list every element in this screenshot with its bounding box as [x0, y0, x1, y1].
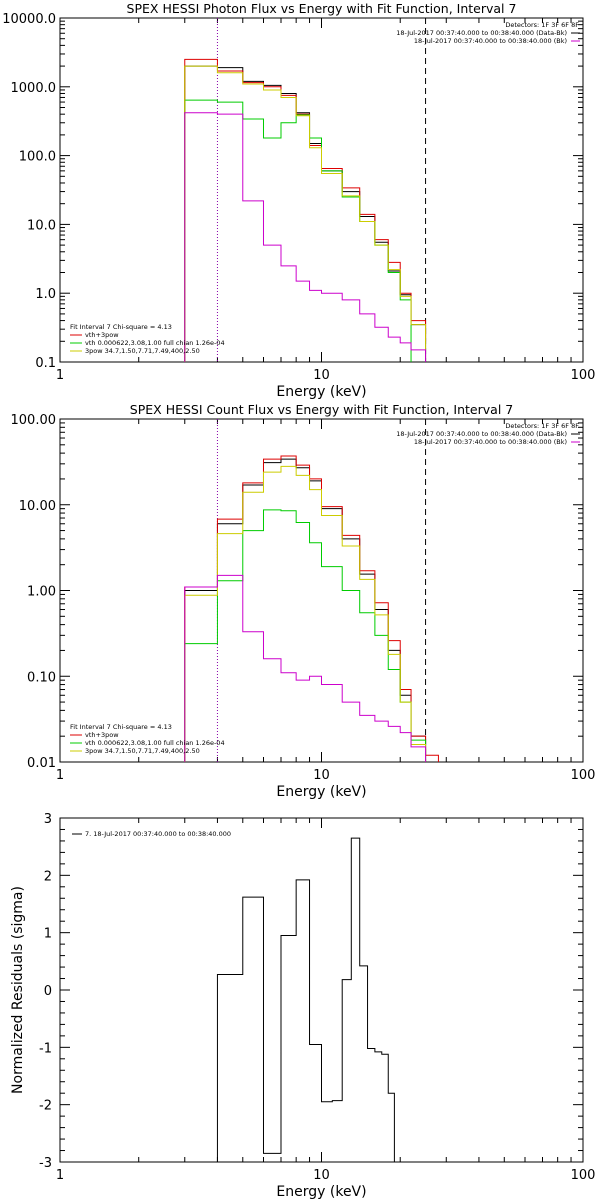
fit-text: 3pow 34.7,1.50,7.71,7.49,400,2.50: [85, 347, 200, 355]
fit-text: vth+3pow: [85, 331, 119, 339]
y-tick-label: 0: [44, 984, 52, 999]
x-tick-label: 10: [313, 1168, 330, 1183]
data-series-group: [184, 455, 439, 762]
x-tick-label: 10: [313, 768, 330, 783]
fit-text: 3pow 34.7,1.50,7.71,7.49,400,2.50: [85, 747, 200, 755]
fit-text: vth 0.000622,3.08,1.00 full chian 1.26e-…: [85, 339, 225, 347]
fit-text: Fit Interval 7 Chi-square = 4.13: [70, 323, 172, 331]
legend-entry: 18-Jul-2017 00:37:40.000 to 00:38:40.000…: [414, 438, 567, 446]
y-tick-label: 10000.0: [2, 12, 56, 27]
legend-entry: 18-Jul-2017 00:37:40.000 to 00:38:40.000…: [396, 29, 567, 37]
x-axis-label: Energy (keV): [276, 1184, 366, 1200]
y-tick-label: -1: [39, 1041, 52, 1056]
y-tick-label: 100.00: [11, 413, 57, 428]
x-tick-label: 1: [56, 368, 64, 383]
legend-entry: 7. 18-Jul-2017 00:37:40.000 to 00:38:40.…: [85, 830, 231, 838]
series-2-histogram: [184, 455, 439, 762]
series-1-histogram: [216, 837, 395, 1162]
x-tick-label: 100: [571, 1168, 596, 1183]
x-axis-label: Energy (keV): [276, 784, 366, 800]
data-series-group: [216, 837, 395, 1162]
y-tick-label: 3: [44, 812, 52, 827]
x-tick-label: 1: [56, 768, 64, 783]
y-axis-label: Normalized Residuals (sigma): [10, 886, 26, 1094]
plot-frame: [59, 817, 584, 1163]
y-tick-label: -2: [39, 1099, 52, 1114]
y-tick-label: 2: [44, 869, 52, 884]
chart-panel-2: 1 10 100 Energy (keV) 0.01 0.10 1.00 10.00 100.0…: [11, 402, 596, 800]
x-tick-label: 100: [571, 368, 596, 383]
legend-entry: Detectors: 1F 3F 6F 8F: [505, 21, 579, 29]
y-tick-label: 0.01: [27, 756, 56, 771]
series-5-histogram: [184, 112, 427, 362]
y-tick-label: 1: [44, 927, 52, 942]
y-tick-label: 0.10: [27, 670, 56, 685]
chart-panel-1: 1 10 100 Energy (keV) 0.1 1.0 10.0 100.0 1000.0 1…: [2, 1, 595, 400]
fit-text: vth 0.000622,3.08,1.00 full chian 1.26e-…: [85, 739, 225, 747]
data-series-group: [184, 58, 427, 362]
legend-entry: 18-Jul-2017 00:37:40.000 to 00:38:40.000…: [414, 37, 567, 45]
y-tick-label: 1.0: [35, 287, 56, 302]
y-tick-label: 1000.0: [11, 81, 57, 96]
legend-entry: 18-Jul-2017 00:37:40.000 to 00:38:40.000…: [396, 430, 567, 438]
plot-frame: [59, 418, 584, 763]
legend-entry: Detectors: 1F 3F 6F 8F: [505, 422, 579, 430]
y-tick-label: 1.00: [27, 585, 56, 600]
series-1-histogram: [184, 65, 427, 362]
series-2-histogram: [184, 58, 427, 362]
x-tick-label: 10: [313, 368, 330, 383]
fit-text: Fit Interval 7 Chi-square = 4.13: [70, 723, 172, 731]
x-tick-label: 1: [56, 1168, 64, 1183]
series-4-histogram: [184, 65, 427, 362]
series-1-histogram: [184, 458, 427, 762]
y-tick-label: 10.00: [19, 499, 56, 514]
plot-frame: [59, 17, 584, 363]
y-tick-label: 0.1: [35, 356, 56, 371]
series-4-histogram: [184, 465, 427, 762]
y-tick-label: -3: [39, 1156, 52, 1171]
y-tick-label: 10.0: [27, 218, 56, 233]
y-tick-label: 100.0: [19, 150, 56, 165]
chart-panel-3: 1 10 100 Energy (keV) -3 -2 -1 0 1 2 3 Normalized R…: [10, 812, 595, 1200]
fit-text: vth+3pow: [85, 731, 119, 739]
series-3-histogram: [184, 509, 427, 762]
chart-title: SPEX HESSI Count Flux vs Energy with Fit…: [130, 402, 513, 417]
series-5-histogram: [184, 574, 427, 762]
series-3-histogram: [184, 99, 412, 362]
x-axis-label: Energy (keV): [276, 384, 366, 400]
x-tick-label: 100: [571, 768, 596, 783]
chart-title: SPEX HESSI Photon Flux vs Energy with Fi…: [127, 1, 517, 16]
